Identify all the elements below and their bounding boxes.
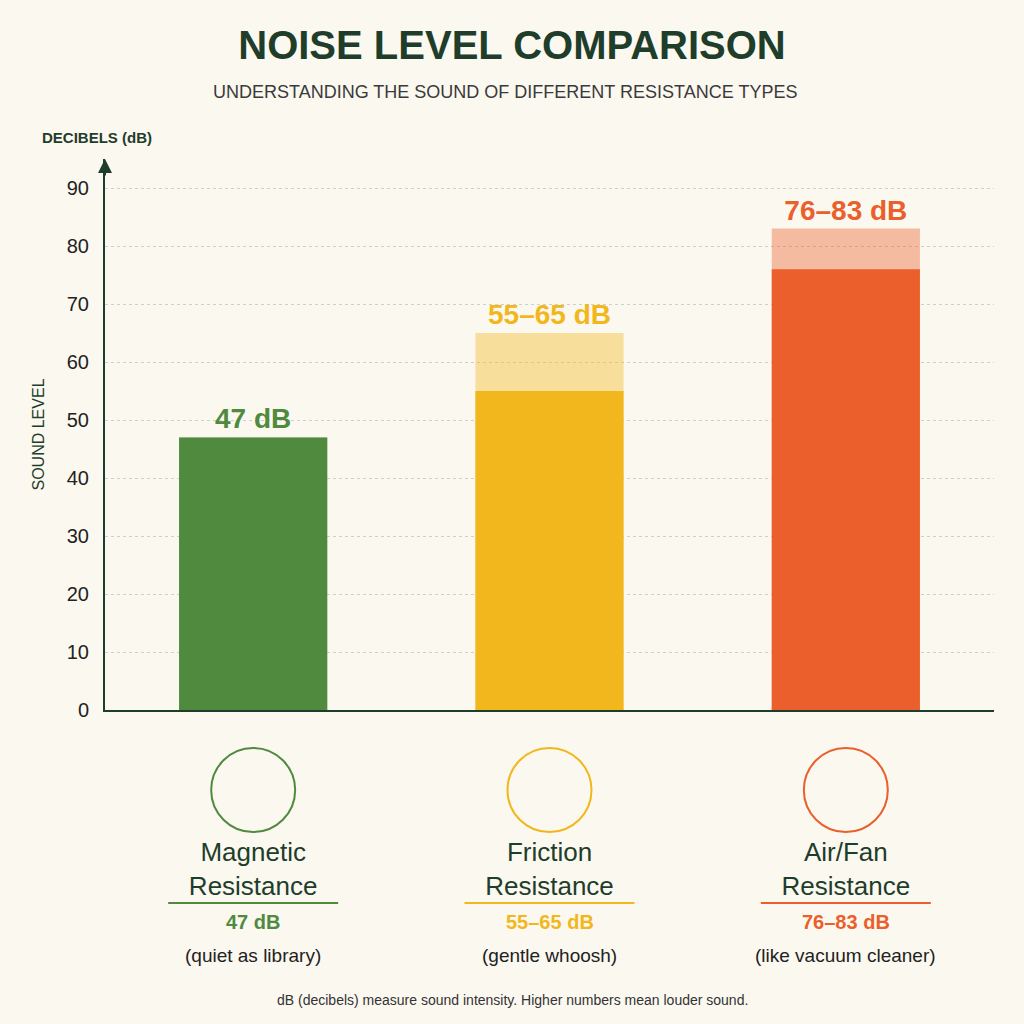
svg-text:UNDERSTANDING THE SOUND OF DIF: UNDERSTANDING THE SOUND OF DIFFERENT RES… bbox=[213, 82, 797, 102]
svg-text:(gentle whoosh): (gentle whoosh) bbox=[482, 945, 617, 966]
svg-text:55–65 dB: 55–65 dB bbox=[506, 911, 594, 933]
svg-text:30: 30 bbox=[67, 525, 89, 547]
svg-text:60: 60 bbox=[67, 351, 89, 373]
svg-text:80: 80 bbox=[67, 235, 89, 257]
svg-text:dB (decibels) measure sound in: dB (decibels) measure sound intensity. H… bbox=[277, 992, 748, 1008]
svg-text:FrictionResistance: FrictionResistance bbox=[485, 837, 614, 901]
svg-text:55–65 dB: 55–65 dB bbox=[488, 299, 611, 330]
svg-text:0: 0 bbox=[78, 699, 89, 721]
svg-text:NOISE LEVEL COMPARISON: NOISE LEVEL COMPARISON bbox=[238, 23, 785, 67]
svg-text:70: 70 bbox=[67, 293, 89, 315]
svg-text:90: 90 bbox=[67, 177, 89, 199]
svg-text:SOUND LEVEL: SOUND LEVEL bbox=[30, 378, 47, 490]
svg-text:47 dB: 47 dB bbox=[215, 403, 291, 434]
svg-text:(quiet as library): (quiet as library) bbox=[185, 945, 321, 966]
svg-text:76–83 dB: 76–83 dB bbox=[802, 911, 890, 933]
svg-text:47 dB: 47 dB bbox=[226, 911, 280, 933]
svg-text:Air/FanResistance: Air/FanResistance bbox=[782, 837, 911, 901]
svg-text:20: 20 bbox=[67, 583, 89, 605]
svg-text:76–83 dB: 76–83 dB bbox=[784, 195, 907, 226]
svg-text:DECIBELS (dB): DECIBELS (dB) bbox=[42, 129, 152, 146]
svg-text:(like vacuum cleaner): (like vacuum cleaner) bbox=[755, 945, 936, 966]
svg-text:10: 10 bbox=[67, 641, 89, 663]
svg-text:MagneticResistance: MagneticResistance bbox=[189, 837, 318, 901]
svg-text:40: 40 bbox=[67, 467, 89, 489]
svg-text:50: 50 bbox=[67, 409, 89, 431]
